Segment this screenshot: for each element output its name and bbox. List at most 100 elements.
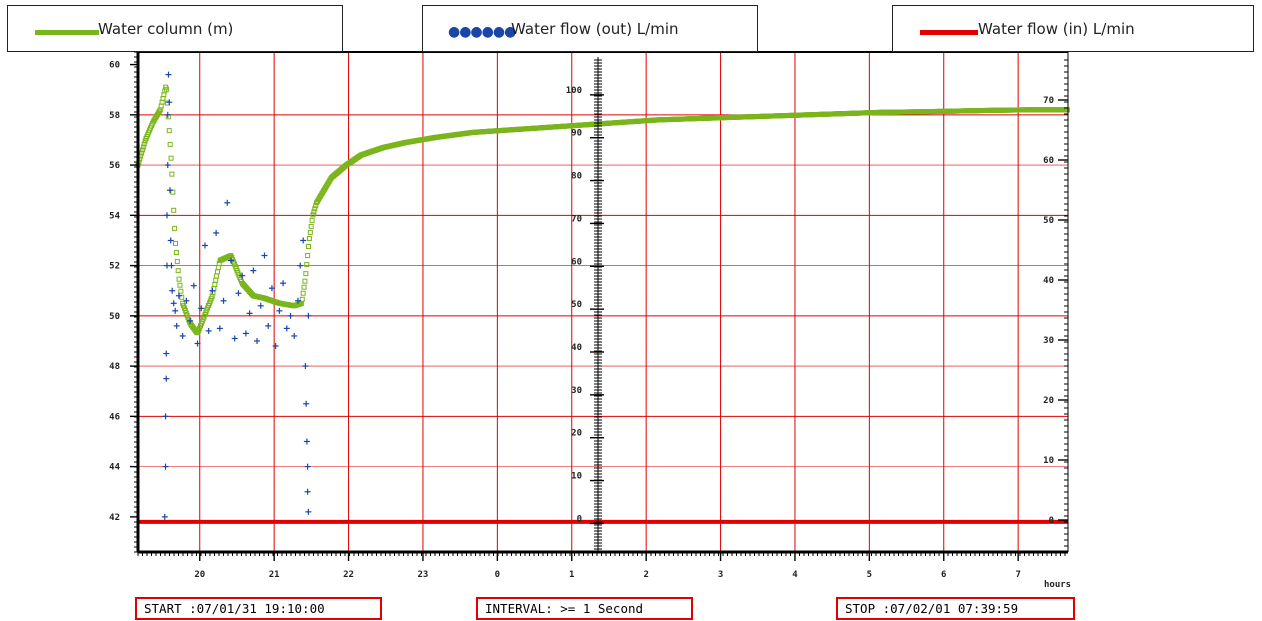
water-flow-out-point bbox=[163, 350, 170, 357]
axis-layer: 0102030405060708090100010203040506070424… bbox=[109, 51, 1071, 590]
water-flow-out-point bbox=[305, 508, 312, 515]
water-flow-out-point bbox=[194, 340, 201, 347]
legend-swatch-water-column bbox=[35, 30, 99, 35]
water-column-point bbox=[166, 128, 172, 134]
left-axis-tick-label: 44 bbox=[109, 463, 120, 473]
middle-axis-tick-label: 20 bbox=[571, 429, 582, 439]
water-column-point bbox=[177, 282, 183, 288]
water-flow-out-point bbox=[209, 287, 216, 294]
middle-axis-tick-label: 50 bbox=[571, 300, 582, 310]
x-tick-label: 4 bbox=[792, 570, 798, 580]
water-column-point bbox=[214, 269, 220, 275]
water-flow-out-point bbox=[287, 312, 294, 319]
x-tick-label: 7 bbox=[1015, 570, 1020, 580]
water-flow-out-point bbox=[305, 312, 312, 319]
water-column-point bbox=[174, 259, 180, 265]
water-column-point bbox=[305, 253, 311, 259]
water-flow-out-point bbox=[294, 297, 301, 304]
water-flow-out-point bbox=[187, 317, 194, 324]
water-column-point bbox=[303, 271, 309, 277]
water-column-point bbox=[172, 240, 178, 246]
x-tick-label: 3 bbox=[718, 570, 723, 580]
water-column-point bbox=[170, 189, 176, 195]
legend-label-water-flow-in: Water flow (in) L/min bbox=[978, 20, 1135, 38]
water-flow-out-point bbox=[173, 322, 180, 329]
water-flow-out-point bbox=[166, 187, 173, 194]
x-tick-label: 5 bbox=[867, 570, 872, 580]
water-flow-out-point bbox=[246, 310, 253, 317]
left-axis-tick-label: 60 bbox=[109, 61, 120, 71]
water-column-point bbox=[309, 217, 315, 223]
x-tick-label: 23 bbox=[418, 570, 429, 580]
water-flow-out-point bbox=[242, 330, 249, 337]
water-flow-out-point bbox=[190, 282, 197, 289]
x-tick-label: 6 bbox=[941, 570, 946, 580]
right-axis-tick-label: 10 bbox=[1043, 456, 1054, 466]
water-column-point bbox=[176, 276, 182, 282]
right-axis-tick-label: 50 bbox=[1043, 216, 1054, 226]
water-column-point bbox=[306, 243, 312, 249]
water-column-point bbox=[168, 155, 174, 161]
water-flow-out-point bbox=[250, 267, 257, 274]
left-axis-tick-label: 46 bbox=[109, 412, 120, 422]
left-axis-tick-label: 48 bbox=[109, 362, 120, 372]
water-column-point bbox=[139, 147, 145, 153]
water-column-point bbox=[304, 262, 310, 268]
water-flow-out-point bbox=[228, 257, 234, 264]
water-flow-out-point bbox=[167, 237, 174, 244]
water-column-point bbox=[213, 277, 219, 283]
water-flow-out-point bbox=[300, 237, 307, 244]
water-column-point bbox=[301, 284, 307, 290]
right-axis-tick-label: 60 bbox=[1043, 156, 1054, 166]
legend-label-water-flow-out: Water flow (out) L/min bbox=[511, 20, 679, 38]
left-axis-tick-label: 50 bbox=[109, 312, 120, 322]
right-axis-tick-label: 40 bbox=[1043, 276, 1054, 286]
water-flow-out-point bbox=[257, 302, 264, 309]
middle-axis-tick-label: 40 bbox=[571, 343, 582, 353]
water-flow-out-point bbox=[291, 332, 298, 339]
water-column-point bbox=[313, 203, 319, 209]
water-flow-out-point bbox=[265, 322, 272, 329]
x-axis-title: hours bbox=[1044, 580, 1071, 590]
water-flow-out-point bbox=[304, 463, 311, 470]
x-tick-label: 2 bbox=[643, 570, 648, 580]
water-flow-out-point bbox=[175, 292, 182, 299]
water-column-point bbox=[173, 250, 179, 256]
middle-axis-tick-label: 60 bbox=[571, 257, 582, 267]
left-axis-tick-label: 54 bbox=[109, 211, 120, 221]
left-axis-tick-label: 42 bbox=[109, 513, 120, 523]
water-flow-out-point bbox=[169, 287, 176, 294]
water-flow-out-point bbox=[205, 327, 212, 334]
water-flow-out-point bbox=[201, 242, 208, 249]
water-flow-out-point bbox=[216, 325, 223, 332]
water-column-point bbox=[139, 150, 145, 156]
middle-axis-tick-label: 30 bbox=[571, 386, 582, 396]
interval-box: INTERVAL: >= 1 Second bbox=[476, 597, 693, 620]
legend-label-water-column: Water column (m) bbox=[98, 20, 234, 38]
water-column-point bbox=[175, 268, 181, 274]
water-column-point bbox=[308, 223, 314, 229]
water-column-point bbox=[215, 265, 221, 271]
water-flow-out-point bbox=[164, 162, 171, 169]
water-flow-out-point bbox=[166, 99, 173, 106]
water-column-point bbox=[310, 212, 316, 218]
middle-axis-tick-label: 80 bbox=[571, 172, 582, 182]
water-flow-out-point bbox=[303, 400, 310, 407]
water-column-point bbox=[164, 86, 170, 92]
water-column-point bbox=[212, 281, 218, 287]
water-flow-out-point bbox=[168, 262, 175, 269]
water-flow-out-point bbox=[172, 307, 179, 314]
series-layer bbox=[135, 71, 1070, 524]
right-axis-tick-label: 20 bbox=[1043, 396, 1054, 406]
water-flow-out-point bbox=[170, 300, 177, 307]
water-column-point bbox=[172, 225, 178, 231]
middle-axis-tick-label: 10 bbox=[571, 472, 582, 482]
left-axis-tick-label: 52 bbox=[109, 262, 120, 272]
water-flow-out-point bbox=[220, 297, 227, 304]
water-flow-out-point bbox=[163, 375, 170, 382]
middle-axis-tick-label: 70 bbox=[571, 214, 582, 224]
water-flow-out-point bbox=[272, 343, 279, 349]
water-flow-out-point bbox=[213, 229, 220, 236]
right-axis-tick-label: 0 bbox=[1049, 516, 1054, 526]
water-flow-out-point bbox=[224, 199, 231, 206]
